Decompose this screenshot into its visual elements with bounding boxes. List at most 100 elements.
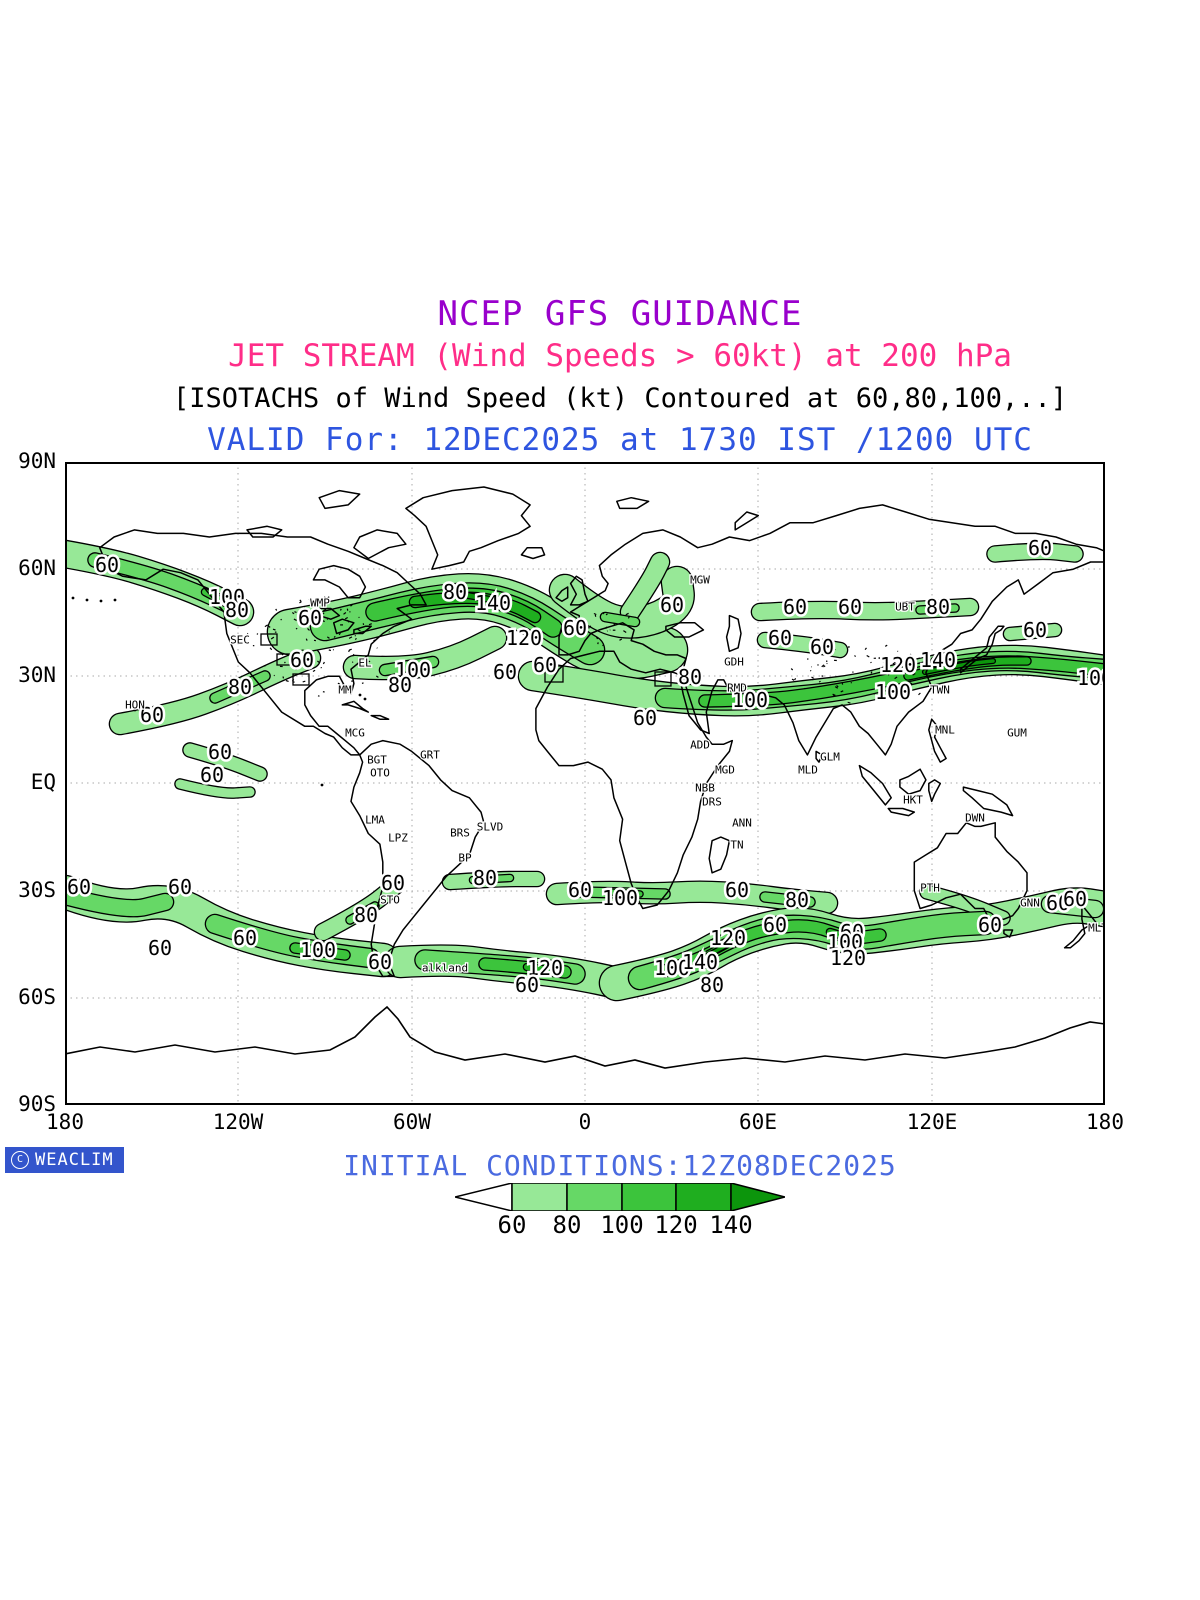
contour-label: 60 <box>1023 618 1047 642</box>
contour-label: 60 <box>568 878 592 902</box>
contour-label: 120 <box>830 946 866 970</box>
station-label: GRT <box>420 749 440 762</box>
colorbar-segment <box>511 1182 568 1212</box>
contour-label: 60 <box>67 875 91 899</box>
contour-label: 60 <box>493 660 517 684</box>
contour-label: 80 <box>388 673 412 697</box>
colorbar-below-min-arrow <box>454 1182 513 1212</box>
station-label: MLT <box>1088 922 1105 935</box>
x-tick-label: 60W <box>393 1110 431 1134</box>
station-label: DRS <box>702 796 722 809</box>
logo-text: WEACLIM <box>35 1150 114 1170</box>
contour-label: 60 <box>633 706 657 730</box>
station-label: STO <box>380 894 400 907</box>
contour-label: 60 <box>563 616 587 640</box>
contour-label: 60 <box>368 950 392 974</box>
contour-label: 60 <box>515 973 539 997</box>
station-label: NBB <box>695 782 715 795</box>
station-label: MCG <box>345 727 365 740</box>
colorbar-tick-label: 140 <box>709 1211 753 1239</box>
station-label: LPZ <box>388 832 408 845</box>
contour-label: 60 <box>1028 536 1052 560</box>
x-tick-label: 60E <box>739 1110 777 1134</box>
contour-label: 100 <box>875 680 911 704</box>
y-tick-label: EQ <box>30 770 56 794</box>
y-tick-label: 30S <box>18 878 56 902</box>
station-label: TN <box>730 839 743 852</box>
colorbar-svg <box>454 1182 788 1212</box>
contour-label: 120 <box>527 956 563 980</box>
colorbar-tick-label: 60 <box>497 1211 527 1239</box>
station-label: GUM <box>1007 727 1027 740</box>
world-map: 60 100 80 60 60 80 60 60 60 80 140 120 100 80 60 60 60 60… <box>65 462 1105 1105</box>
contour-label: 100 <box>209 585 245 609</box>
contour-label: 100 <box>1077 666 1105 690</box>
station-label: RMD <box>727 682 747 695</box>
contour-label: 60 <box>533 653 557 677</box>
station-label: GNN <box>1020 897 1040 910</box>
y-tick-label: 90S <box>18 1092 56 1116</box>
colorbar-tick-label: 120 <box>654 1211 698 1239</box>
contour-label: 80 <box>443 580 467 604</box>
y-tick-label: 60S <box>18 985 56 1009</box>
station-label: MM <box>338 684 352 697</box>
contour-label: 60 <box>381 871 405 895</box>
station-label: MNL <box>935 724 955 737</box>
contour-label: 100 <box>827 930 863 954</box>
station-label: BGT <box>367 754 387 767</box>
chart-subtitle: JET STREAM (Wind Speeds > 60kt) at 200 h… <box>228 338 1012 374</box>
station-label: ANN <box>732 817 752 830</box>
station-label: MGD <box>715 764 735 777</box>
contour-label: 140 <box>682 950 718 974</box>
station-label: OTO <box>370 767 390 780</box>
contour-label: 80 <box>225 598 249 622</box>
x-tick-label: 180 <box>46 1110 84 1134</box>
weaclim-logo: C WEACLIM <box>5 1147 124 1173</box>
contour-label: 140 <box>475 591 511 615</box>
station-label: TWN <box>930 684 950 697</box>
station-label: GDH <box>724 656 744 669</box>
contour-label: 60 <box>140 703 164 727</box>
x-tick-label: 120W <box>212 1110 264 1134</box>
contour-label: 100 <box>300 938 336 962</box>
contour-label: 60 <box>208 740 232 764</box>
station-label: alkland <box>422 962 468 975</box>
contour-label: 60 <box>763 913 787 937</box>
station-label: EL <box>358 657 372 670</box>
contour-label: 60 <box>298 606 322 630</box>
contour-label: 100 <box>732 688 768 712</box>
contour-label: 80 <box>678 665 702 689</box>
copyright-icon: C <box>11 1151 29 1169</box>
coastlines <box>65 486 1105 1069</box>
station-label: HKT <box>903 794 923 807</box>
contour-label: 80 <box>228 675 252 699</box>
contour-label: 60 <box>783 595 807 619</box>
contour-label: 120 <box>710 926 746 950</box>
contour-label: 60 <box>838 595 862 619</box>
station-label: ADD <box>690 739 710 752</box>
station-label: HON <box>125 699 145 712</box>
x-tick-label: 120E <box>906 1110 958 1134</box>
contour-label: 120 <box>506 626 542 650</box>
contour-label: 120 <box>880 653 916 677</box>
station-label: PTH <box>920 882 940 895</box>
station-label: MGW <box>690 574 710 587</box>
contour-label: 60 <box>200 763 224 787</box>
contour-label: 60 <box>768 626 792 650</box>
chart-title: NCEP GFS GUIDANCE <box>437 294 803 334</box>
contour-label: 80 <box>473 866 497 890</box>
contour-label: 60 <box>148 936 172 960</box>
contour-label: 140 <box>920 648 956 672</box>
contour-label: 60 <box>95 553 119 577</box>
jet-stream-contours <box>65 539 1105 1002</box>
colorbar-legend <box>454 1182 788 1212</box>
station-label: SEC <box>230 634 250 647</box>
station-label: MLD <box>798 764 818 777</box>
contour-label: 100 <box>395 658 431 682</box>
contour-label: 100 <box>602 886 638 910</box>
x-tick-label: 0 <box>578 1110 592 1134</box>
